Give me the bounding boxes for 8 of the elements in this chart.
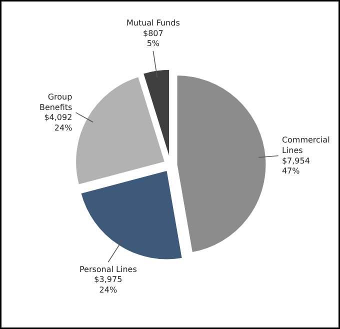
slice-label: Mutual Funds <box>126 18 180 28</box>
data-label: $7,954 47% <box>282 156 310 176</box>
slice-label: Group Benefits <box>39 92 72 112</box>
data-label: $807 5% <box>142 28 164 48</box>
slice-label: Commercial Lines <box>282 136 330 156</box>
slice-label: Personal Lines <box>79 264 137 274</box>
data-label: $3,975 24% <box>94 275 122 295</box>
data-label: $4,092 24% <box>44 113 73 133</box>
